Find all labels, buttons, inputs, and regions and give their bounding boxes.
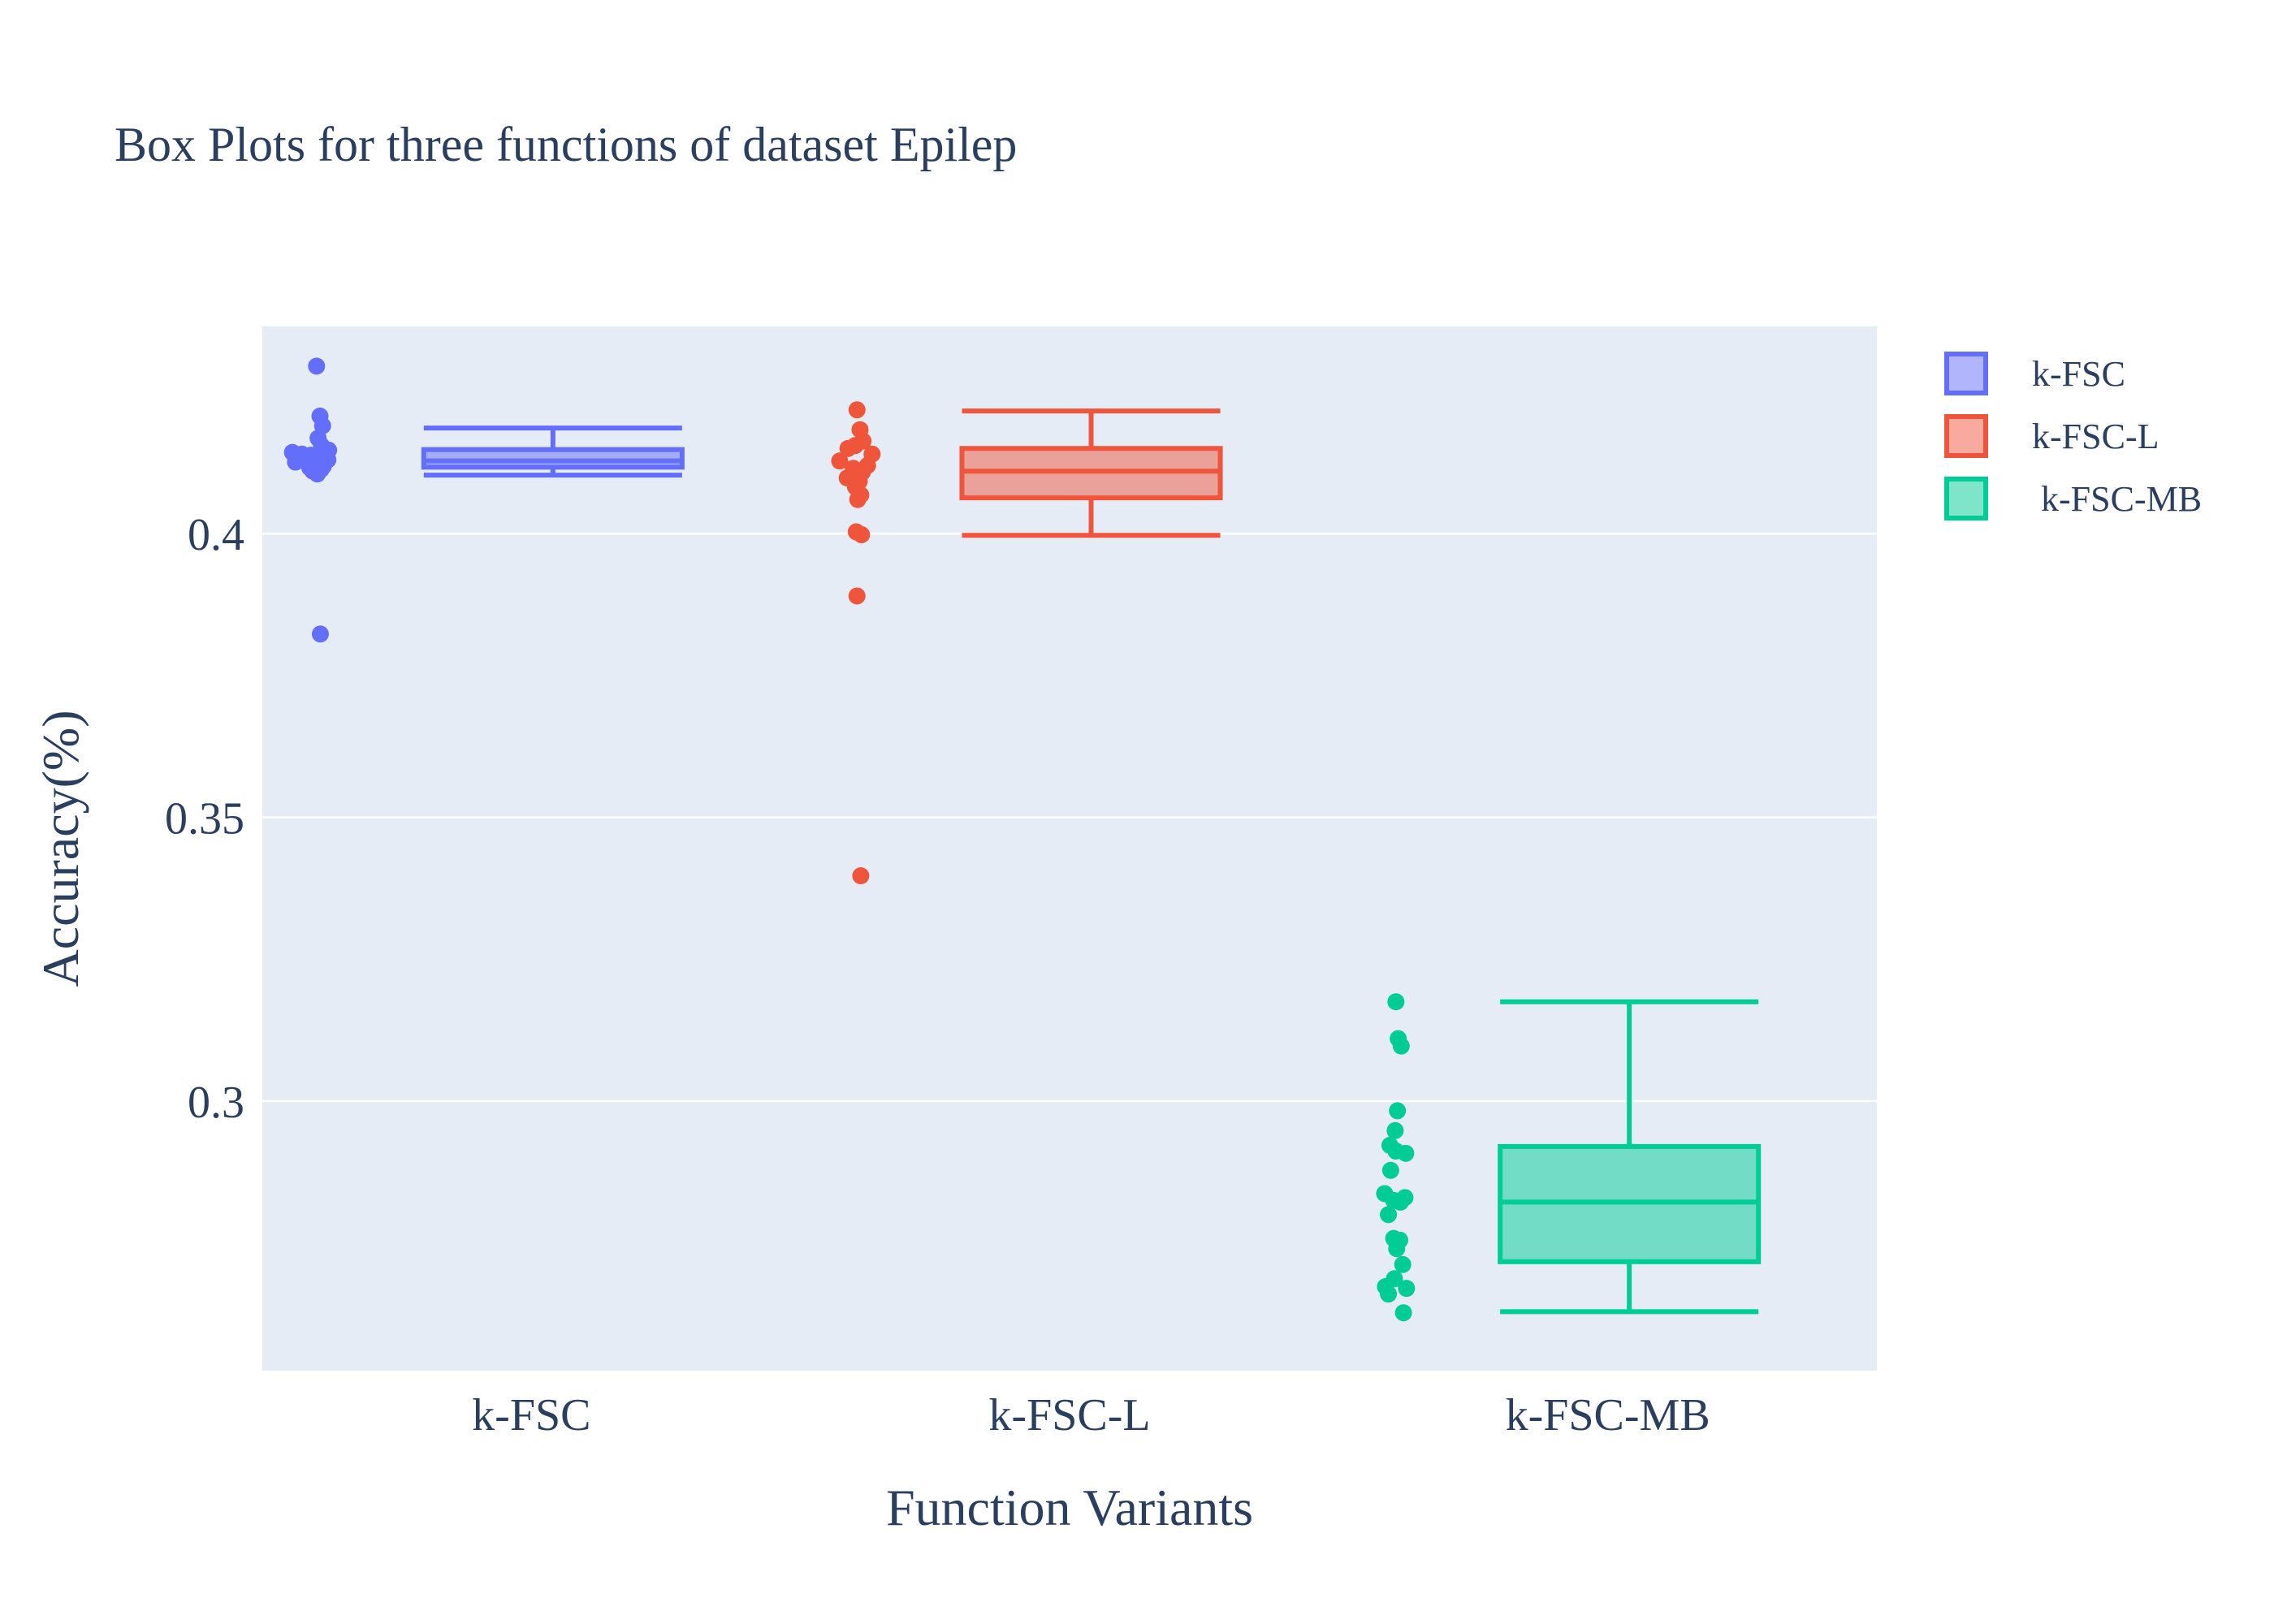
data-point (853, 526, 871, 544)
legend-swatch (1944, 414, 1988, 458)
y-axis-title: Accuracy(%) (32, 710, 89, 987)
x-axis-title: Function Variants (886, 1479, 1253, 1536)
data-point (848, 401, 866, 419)
data-point (1394, 1255, 1412, 1273)
legend-swatch (1944, 352, 1988, 395)
data-point (1380, 1206, 1398, 1224)
data-point (1388, 1240, 1406, 1258)
data-point (1391, 1193, 1409, 1211)
data-point (1381, 1161, 1399, 1179)
data-point (1392, 1037, 1410, 1055)
data-point (1386, 1121, 1404, 1139)
x-tick-label: k-FSC (472, 1390, 590, 1440)
box-iqr (421, 447, 685, 470)
legend-item-k-fsc-l[interactable]: k-FSC-L (1944, 414, 2159, 458)
y-axis: 0.3 0.35 0.4 (165, 510, 244, 1128)
legend-item-k-fsc[interactable]: k-FSC (1944, 352, 2125, 395)
data-point (1389, 1102, 1407, 1120)
data-point (1380, 1285, 1398, 1303)
trace-k-fsc-mb (1376, 993, 1762, 1322)
legend-swatch (1944, 477, 1988, 520)
y-tick-label: 0.35 (165, 794, 244, 844)
data-point (831, 452, 849, 470)
y-tick-label: 0.3 (188, 1078, 244, 1128)
data-point (1397, 1144, 1415, 1162)
data-point (308, 357, 326, 375)
legend-item-k-fsc-mb[interactable]: k-FSC-MB (1944, 477, 2202, 520)
legend-label: k-FSC-L (2032, 417, 2159, 456)
legend[interactable]: k-FSC k-FSC-L k-FSC-MB (1944, 352, 2202, 520)
data-point (849, 490, 867, 508)
data-point (1394, 1304, 1412, 1322)
trace-k-fsc (283, 357, 685, 643)
data-point (852, 867, 870, 885)
data-point (1387, 993, 1405, 1011)
data-point (309, 465, 326, 483)
legend-label: k-FSC-MB (2032, 479, 2202, 519)
data-point (839, 439, 857, 457)
data-point (848, 587, 866, 605)
y-tick-label: 0.4 (188, 510, 244, 560)
trace-k-fsc-l (831, 401, 1223, 885)
legend-label: k-FSC (2032, 354, 2125, 394)
traces (283, 357, 1762, 1322)
x-axis: k-FSC k-FSC-L k-FSC-MB (472, 1390, 1710, 1440)
x-tick-label: k-FSC-MB (1506, 1390, 1710, 1440)
data-point (287, 453, 305, 471)
data-point (1398, 1280, 1416, 1298)
chart-title: Box Plots for three functions of dataset… (115, 118, 1017, 171)
x-tick-label: k-FSC-L (988, 1390, 1150, 1440)
data-point (311, 625, 329, 643)
